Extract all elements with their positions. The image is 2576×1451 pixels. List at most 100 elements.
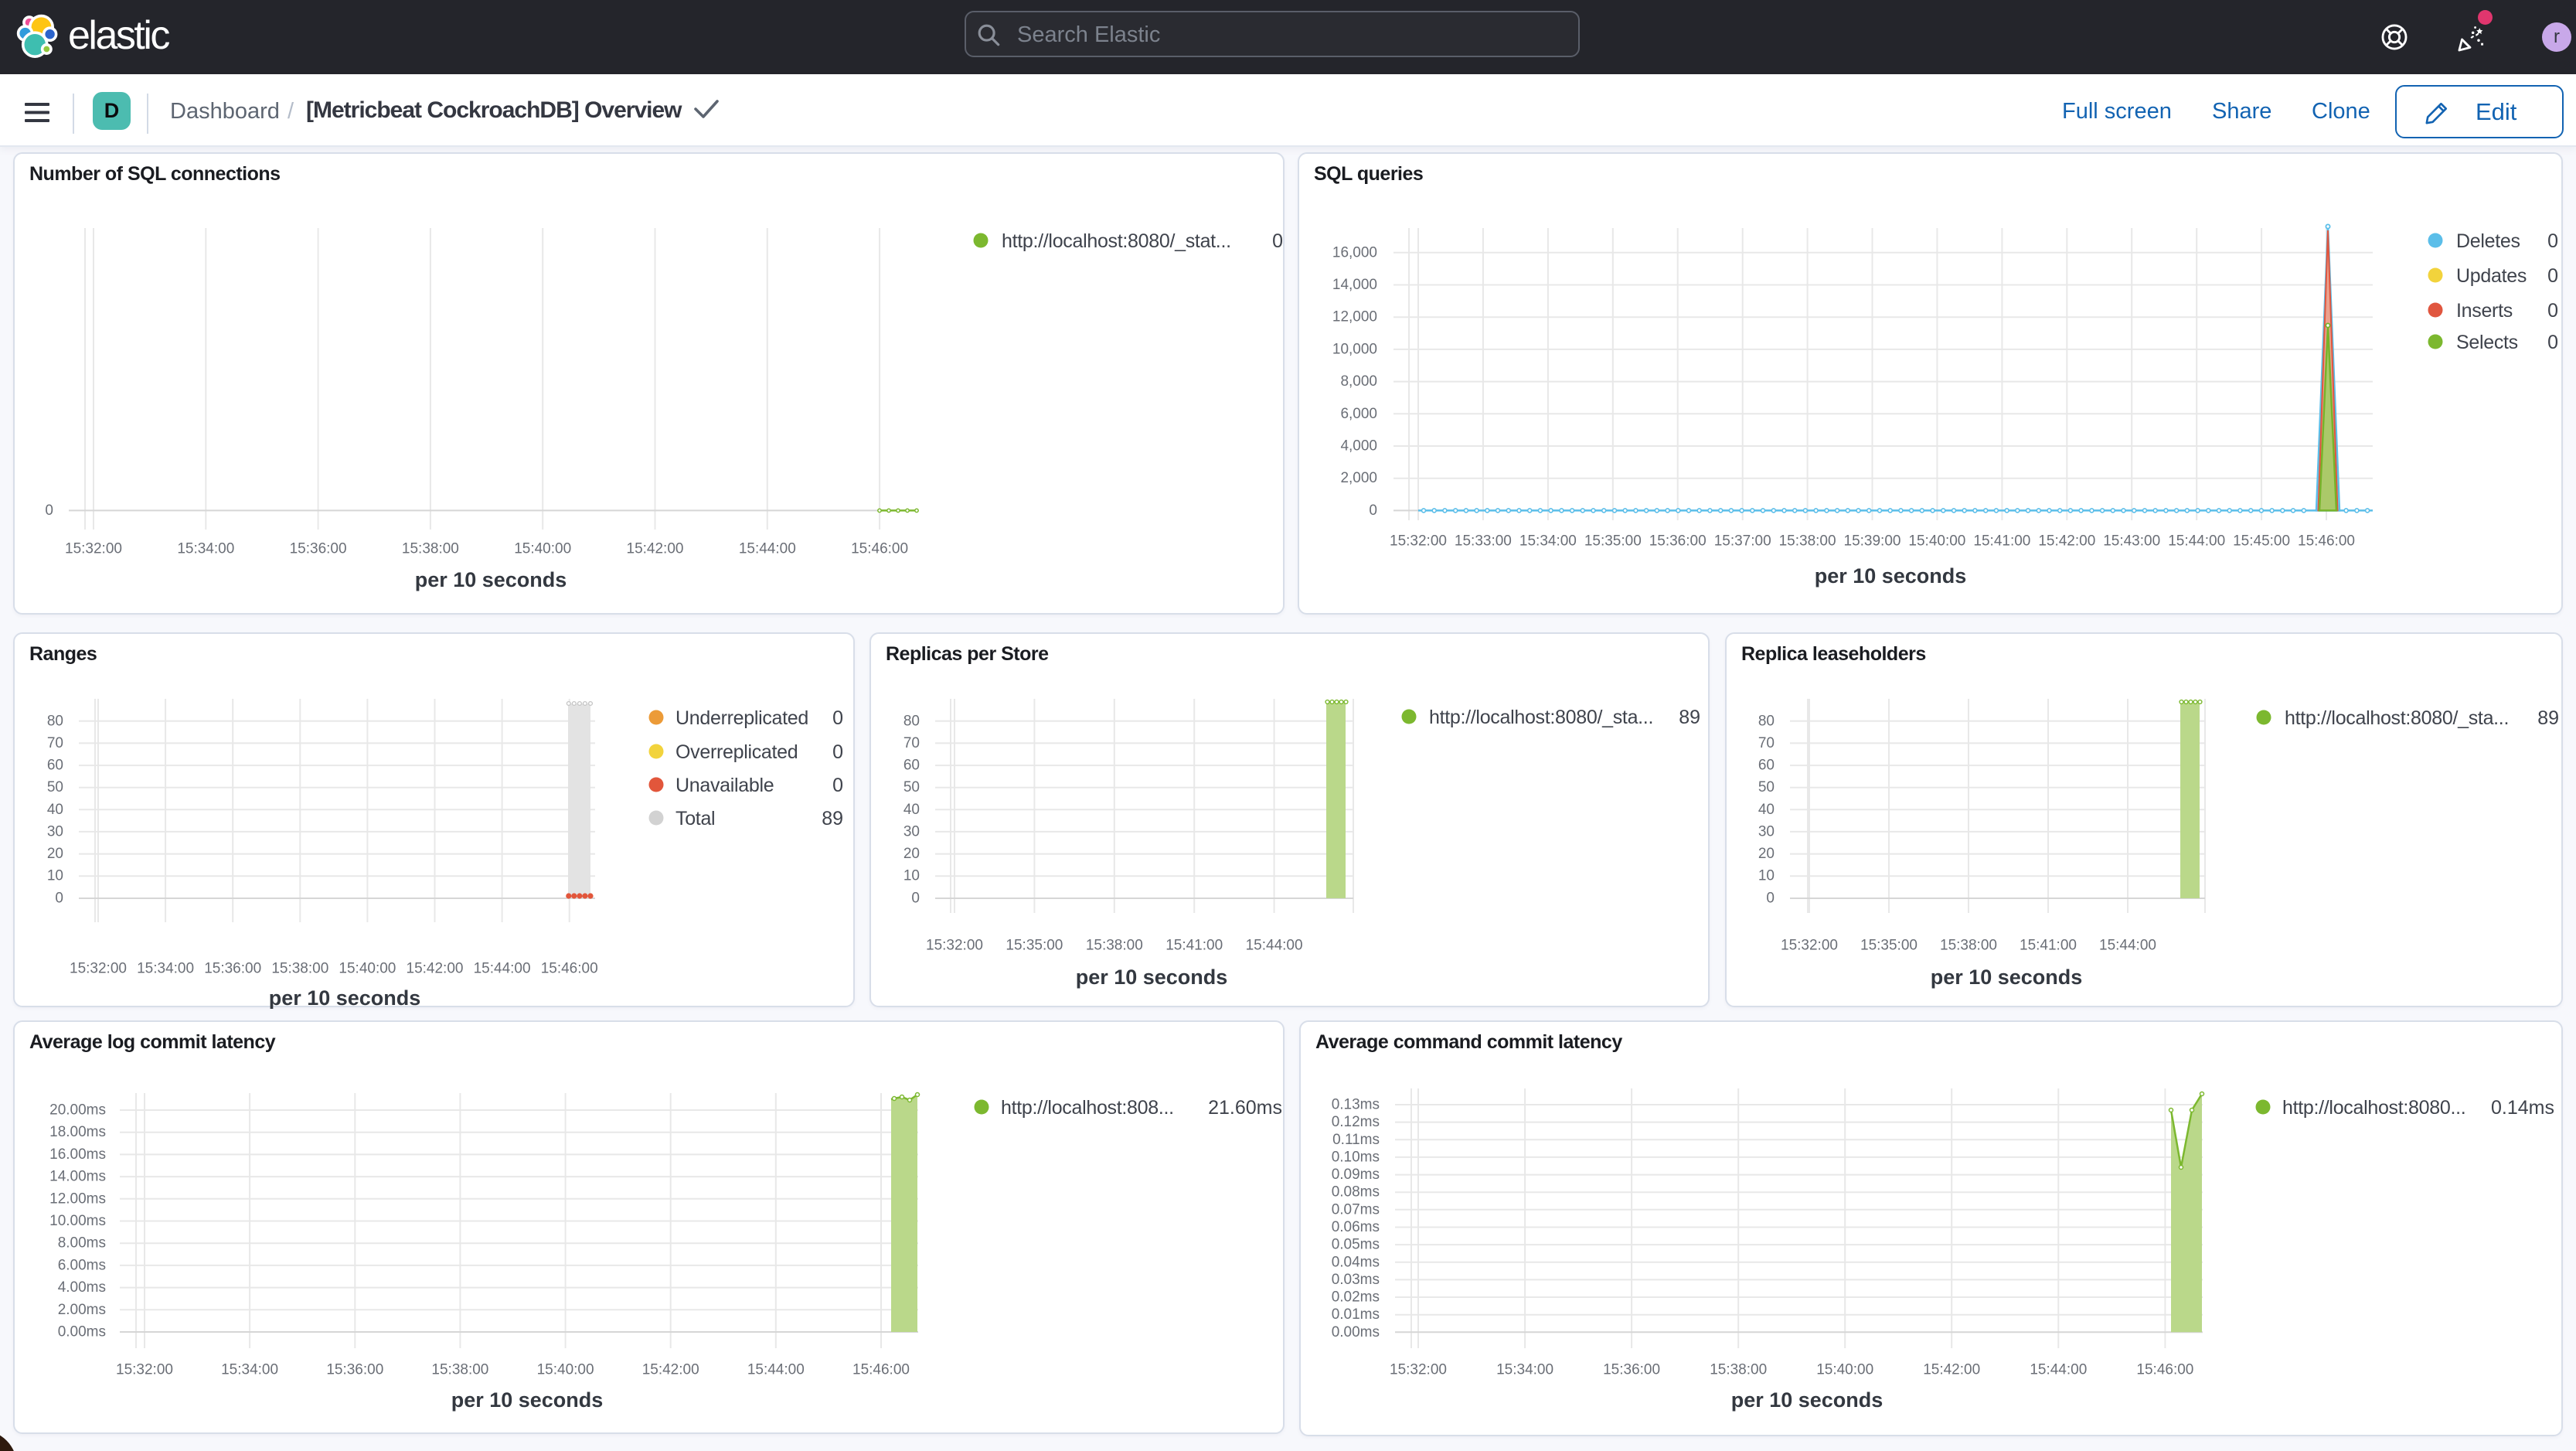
svg-text:15:42:00: 15:42:00 — [1923, 1362, 1980, 1378]
svg-text:16,000: 16,000 — [1332, 244, 1377, 261]
svg-text:per 10 seconds: per 10 seconds — [415, 568, 567, 591]
svg-text:6.00ms: 6.00ms — [58, 1257, 106, 1273]
svg-text:70: 70 — [47, 735, 63, 751]
svg-text:40: 40 — [1758, 802, 1775, 818]
svg-text:10: 10 — [47, 868, 63, 884]
svg-text:15:46:00: 15:46:00 — [852, 1362, 910, 1378]
svg-text:0: 0 — [2547, 300, 2558, 322]
svg-text:Unavailable: Unavailable — [675, 775, 774, 796]
svg-text:15:34:00: 15:34:00 — [177, 541, 234, 557]
svg-text:15:36:00: 15:36:00 — [326, 1362, 383, 1378]
svg-text:60: 60 — [903, 758, 920, 774]
svg-text:15:34:00: 15:34:00 — [137, 961, 194, 977]
svg-text:15:40:00: 15:40:00 — [1816, 1362, 1873, 1378]
svg-text:8.00ms: 8.00ms — [58, 1235, 106, 1252]
svg-text:15:40:00: 15:40:00 — [514, 541, 571, 557]
svg-text:70: 70 — [1758, 735, 1775, 751]
svg-text:20: 20 — [1758, 846, 1775, 862]
svg-text:Updates: Updates — [2456, 265, 2527, 287]
svg-text:15:35:00: 15:35:00 — [1006, 938, 1063, 954]
svg-text:10.00ms: 10.00ms — [49, 1213, 106, 1229]
svg-text:http://localhost:8080...: http://localhost:8080... — [2282, 1097, 2465, 1119]
svg-text:Overreplicated: Overreplicated — [675, 741, 798, 763]
svg-text:50: 50 — [903, 779, 920, 795]
svg-text:80: 80 — [1758, 713, 1775, 729]
svg-text:15:32:00: 15:32:00 — [926, 938, 983, 954]
svg-text:per 10 seconds: per 10 seconds — [1931, 966, 2083, 989]
svg-text:18.00ms: 18.00ms — [49, 1124, 106, 1140]
svg-text:15:46:00: 15:46:00 — [2136, 1362, 2193, 1378]
svg-text:0.03ms: 0.03ms — [1332, 1272, 1380, 1288]
svg-text:0: 0 — [55, 890, 63, 906]
svg-text:Deletes: Deletes — [2456, 230, 2520, 252]
svg-text:0.06ms: 0.06ms — [1332, 1219, 1380, 1235]
svg-text:15:37:00: 15:37:00 — [1714, 533, 1771, 550]
svg-text:0.10ms: 0.10ms — [1332, 1149, 1380, 1165]
svg-text:per 10 seconds: per 10 seconds — [1815, 564, 1967, 588]
svg-text:15:38:00: 15:38:00 — [271, 961, 328, 977]
svg-text:30: 30 — [1758, 823, 1775, 840]
svg-text:15:44:00: 15:44:00 — [739, 541, 796, 557]
svg-text:0.08ms: 0.08ms — [1332, 1184, 1380, 1201]
svg-text:10: 10 — [903, 868, 920, 884]
svg-text:15:42:00: 15:42:00 — [2038, 533, 2095, 550]
svg-text:http://localhost:8080/_stat...: http://localhost:8080/_stat... — [1002, 230, 1231, 252]
svg-text:89: 89 — [2537, 707, 2559, 729]
svg-text:60: 60 — [47, 758, 63, 774]
svg-text:15:32:00: 15:32:00 — [1390, 533, 1447, 550]
svg-text:15:33:00: 15:33:00 — [1455, 533, 1512, 550]
svg-text:15:42:00: 15:42:00 — [642, 1362, 699, 1378]
svg-text:15:44:00: 15:44:00 — [1246, 938, 1303, 954]
svg-text:0.07ms: 0.07ms — [1332, 1201, 1380, 1218]
svg-text:14,000: 14,000 — [1332, 277, 1377, 293]
svg-text:0.13ms: 0.13ms — [1332, 1097, 1380, 1113]
svg-text:Selects: Selects — [2456, 332, 2518, 353]
svg-text:15:44:00: 15:44:00 — [747, 1362, 805, 1378]
svg-text:Total: Total — [675, 808, 715, 829]
svg-text:per 10 seconds: per 10 seconds — [269, 986, 421, 1009]
svg-text:2.00ms: 2.00ms — [58, 1302, 106, 1318]
svg-text:15:34:00: 15:34:00 — [1519, 533, 1577, 550]
svg-text:15:38:00: 15:38:00 — [402, 541, 459, 557]
svg-text:http://localhost:8080/_sta...: http://localhost:8080/_sta... — [2285, 707, 2509, 729]
svg-text:60: 60 — [1758, 758, 1775, 774]
svg-text:2,000: 2,000 — [1340, 470, 1377, 486]
svg-text:10,000: 10,000 — [1332, 341, 1377, 357]
svg-text:15:38:00: 15:38:00 — [1710, 1362, 1767, 1378]
svg-text:14.00ms: 14.00ms — [49, 1169, 106, 1185]
svg-text:10: 10 — [1758, 868, 1775, 884]
svg-text:16.00ms: 16.00ms — [49, 1146, 106, 1163]
svg-text:http://localhost:8080/_sta...: http://localhost:8080/_sta... — [1429, 707, 1653, 728]
svg-text:15:35:00: 15:35:00 — [1584, 533, 1642, 550]
svg-text:15:41:00: 15:41:00 — [2020, 938, 2077, 954]
svg-text:0: 0 — [1766, 890, 1775, 906]
svg-text:per 10 seconds: per 10 seconds — [1731, 1388, 1884, 1412]
svg-text:15:36:00: 15:36:00 — [1603, 1362, 1660, 1378]
svg-text:15:32:00: 15:32:00 — [1781, 938, 1838, 954]
svg-text:50: 50 — [47, 779, 63, 795]
svg-text:0: 0 — [911, 890, 920, 906]
svg-text:20.00ms: 20.00ms — [49, 1102, 106, 1119]
svg-text:40: 40 — [47, 802, 63, 818]
svg-text:15:38:00: 15:38:00 — [1940, 938, 1997, 954]
svg-text:0: 0 — [832, 775, 843, 796]
svg-text:0.00ms: 0.00ms — [58, 1324, 106, 1340]
svg-text:30: 30 — [903, 823, 920, 840]
svg-text:0.04ms: 0.04ms — [1332, 1254, 1380, 1270]
svg-text:0.02ms: 0.02ms — [1332, 1289, 1380, 1306]
svg-text:15:34:00: 15:34:00 — [1496, 1362, 1553, 1378]
svg-text:15:32:00: 15:32:00 — [70, 961, 127, 977]
svg-text:0: 0 — [1272, 230, 1283, 252]
svg-text:0.09ms: 0.09ms — [1332, 1167, 1380, 1183]
svg-text:15:44:00: 15:44:00 — [2168, 533, 2225, 550]
svg-text:15:42:00: 15:42:00 — [407, 961, 464, 977]
svg-text:15:38:00: 15:38:00 — [1779, 533, 1836, 550]
svg-text:15:38:00: 15:38:00 — [431, 1362, 488, 1378]
svg-text:0: 0 — [2547, 265, 2558, 287]
svg-text:0: 0 — [2547, 230, 2558, 252]
svg-text:0: 0 — [45, 502, 53, 519]
svg-text:40: 40 — [903, 802, 920, 818]
svg-text:12.00ms: 12.00ms — [49, 1190, 106, 1207]
svg-text:per 10 seconds: per 10 seconds — [451, 1388, 604, 1412]
svg-text:4,000: 4,000 — [1340, 438, 1377, 455]
